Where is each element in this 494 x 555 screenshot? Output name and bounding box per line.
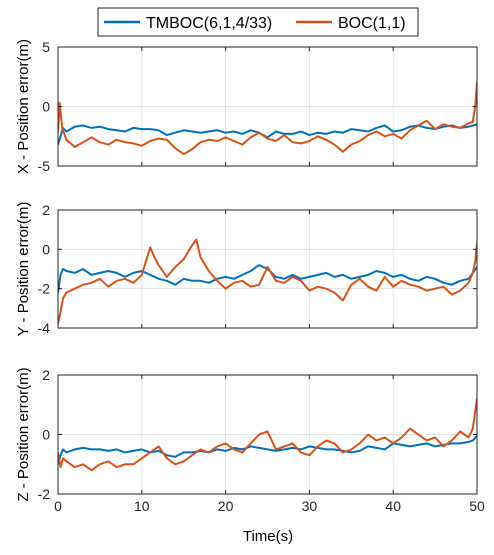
- y-axis-label: Z - Position error(m): [15, 367, 32, 501]
- legend-box: [97, 7, 419, 37]
- y-axis-label: Y - Position error(m): [15, 202, 32, 337]
- y-tick-label: 0: [42, 241, 50, 257]
- y-tick-label: 0: [42, 99, 50, 115]
- series-line-boc: [58, 398, 477, 472]
- x-tick-label: 50: [469, 498, 485, 514]
- x-tick-label: 10: [134, 498, 150, 514]
- legend-label-tmboc: TMBOC(6,1,4/33): [146, 15, 272, 32]
- y-tick-label: 2: [42, 367, 50, 383]
- y-tick-label: 5: [42, 39, 50, 55]
- panel-2: -4 -2 0 2 Y - Position error(m): [15, 202, 478, 337]
- y-tick-label: -2: [38, 486, 51, 502]
- series-line-boc: [58, 82, 477, 156]
- series-line-boc: [58, 238, 477, 325]
- y-tick-label: 2: [42, 202, 50, 218]
- legend: TMBOC(6,1,4/33) BOC(1,1): [97, 7, 419, 37]
- x-axis-label: Time(s): [243, 528, 293, 545]
- panel-1: -5 0 5 X - Position error(m): [15, 39, 478, 174]
- series-line-tmboc: [58, 264, 477, 293]
- y-axis-label: X - Position error(m): [15, 39, 32, 174]
- x-tick-label: 30: [302, 498, 318, 514]
- legend-label-boc: BOC(1,1): [338, 15, 406, 32]
- x-tick-label: 20: [218, 498, 234, 514]
- y-tick-label: -5: [38, 158, 51, 174]
- y-tick-label: 0: [42, 427, 50, 443]
- series-line-tmboc: [58, 435, 477, 465]
- y-tick-label: -2: [38, 281, 51, 297]
- x-tick-label: 40: [385, 498, 401, 514]
- axes-frame: [57, 209, 478, 329]
- y-tick-label: -4: [38, 320, 51, 336]
- x-tick-label: 0: [54, 498, 62, 514]
